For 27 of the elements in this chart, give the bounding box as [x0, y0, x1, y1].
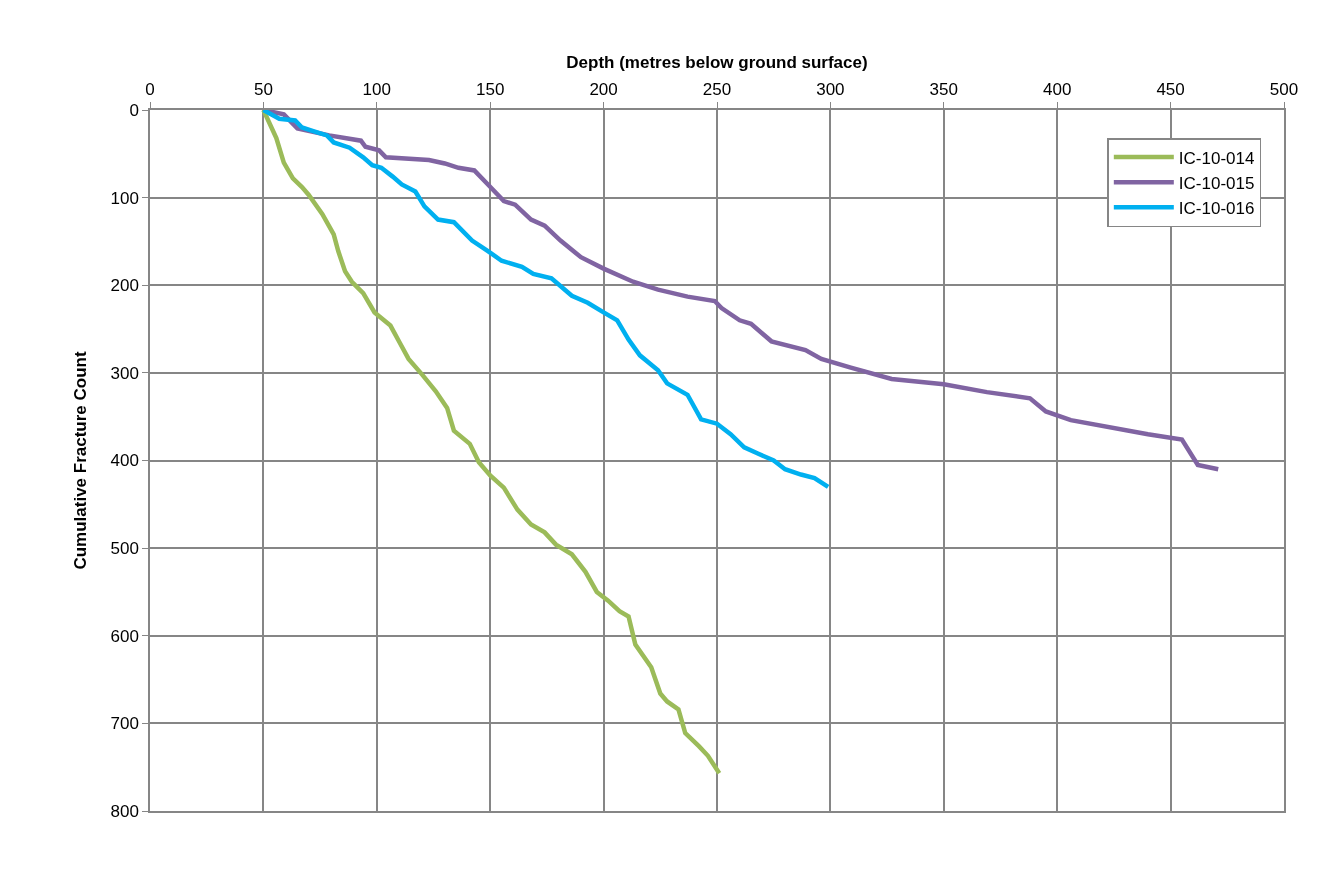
- y-tick-label: 300: [110, 363, 139, 383]
- y-tick-label: 700: [110, 714, 139, 734]
- x-tick-label: 350: [929, 80, 958, 100]
- y-tick-label: 500: [110, 539, 139, 559]
- y-axis-title: Cumulative Fracture Count: [70, 351, 90, 570]
- legend-label: IC-10-014: [1178, 148, 1255, 168]
- y-tick-label: 0: [129, 100, 139, 120]
- y-tick-label: 200: [110, 276, 139, 296]
- line-series: [261, 110, 722, 776]
- y-tick-label: 100: [110, 188, 139, 208]
- x-tick-label: 450: [1156, 80, 1185, 100]
- x-tick-label: 50: [253, 80, 273, 100]
- line-series: [261, 110, 831, 490]
- x-tick-label: 100: [362, 80, 391, 100]
- x-tick-label: 200: [589, 80, 618, 100]
- legend-label: IC-10-015: [1178, 173, 1255, 193]
- x-tick-label: 150: [476, 80, 505, 100]
- y-tick-label: 400: [110, 451, 139, 471]
- y-tick-label: 600: [110, 626, 139, 646]
- x-tick-label: 400: [1043, 80, 1072, 100]
- x-tick-label: 250: [702, 80, 732, 100]
- x-tick-label: 300: [816, 80, 845, 100]
- x-tick-label: 0: [145, 80, 155, 100]
- legend-label: IC-10-016: [1178, 198, 1255, 218]
- x-tick-label: 500: [1269, 80, 1299, 100]
- y-tick-label: 800: [110, 801, 139, 821]
- x-axis-title: Depth (metres below ground surface): [566, 52, 868, 72]
